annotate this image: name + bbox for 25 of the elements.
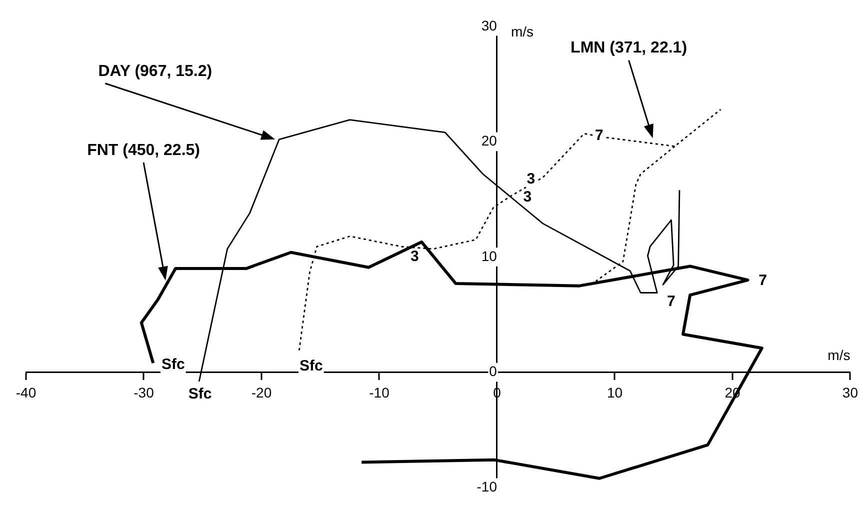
text: FNT (450, 22.5) <box>87 142 200 159</box>
y-tick-label: 20 <box>481 132 498 149</box>
annotation: 3 <box>523 188 532 206</box>
y-tick-label: 0 <box>489 363 498 380</box>
x-tick-label: -30 <box>134 384 154 401</box>
y-axis-title: m/s <box>510 23 534 40</box>
x-tick-label: 10 <box>606 384 623 401</box>
x-tick-label: -20 <box>251 384 272 401</box>
annotation: 7 <box>594 126 604 144</box>
annotation: 7 <box>758 272 767 290</box>
text: DAY (967, 15.2) <box>98 62 212 80</box>
y-tick-label: 10 <box>481 248 498 264</box>
x-axis-title: m/s <box>828 347 850 364</box>
text: LMN (371, 22.1) <box>570 40 688 57</box>
x-tick-label: -10 <box>369 384 390 401</box>
annotation: 3 <box>526 170 536 188</box>
y-tick-label: 30 <box>481 17 498 34</box>
x-tick-label: 30 <box>842 384 858 401</box>
annotation: 3 <box>410 248 419 266</box>
annotation: Sfc <box>161 356 185 374</box>
annotation: Sfc <box>188 386 212 403</box>
x-tick-label: -40 <box>16 384 36 401</box>
y-tick-label: -10 <box>476 478 498 494</box>
annotation: 7 <box>666 292 676 310</box>
annotation: Sfc <box>299 358 323 375</box>
